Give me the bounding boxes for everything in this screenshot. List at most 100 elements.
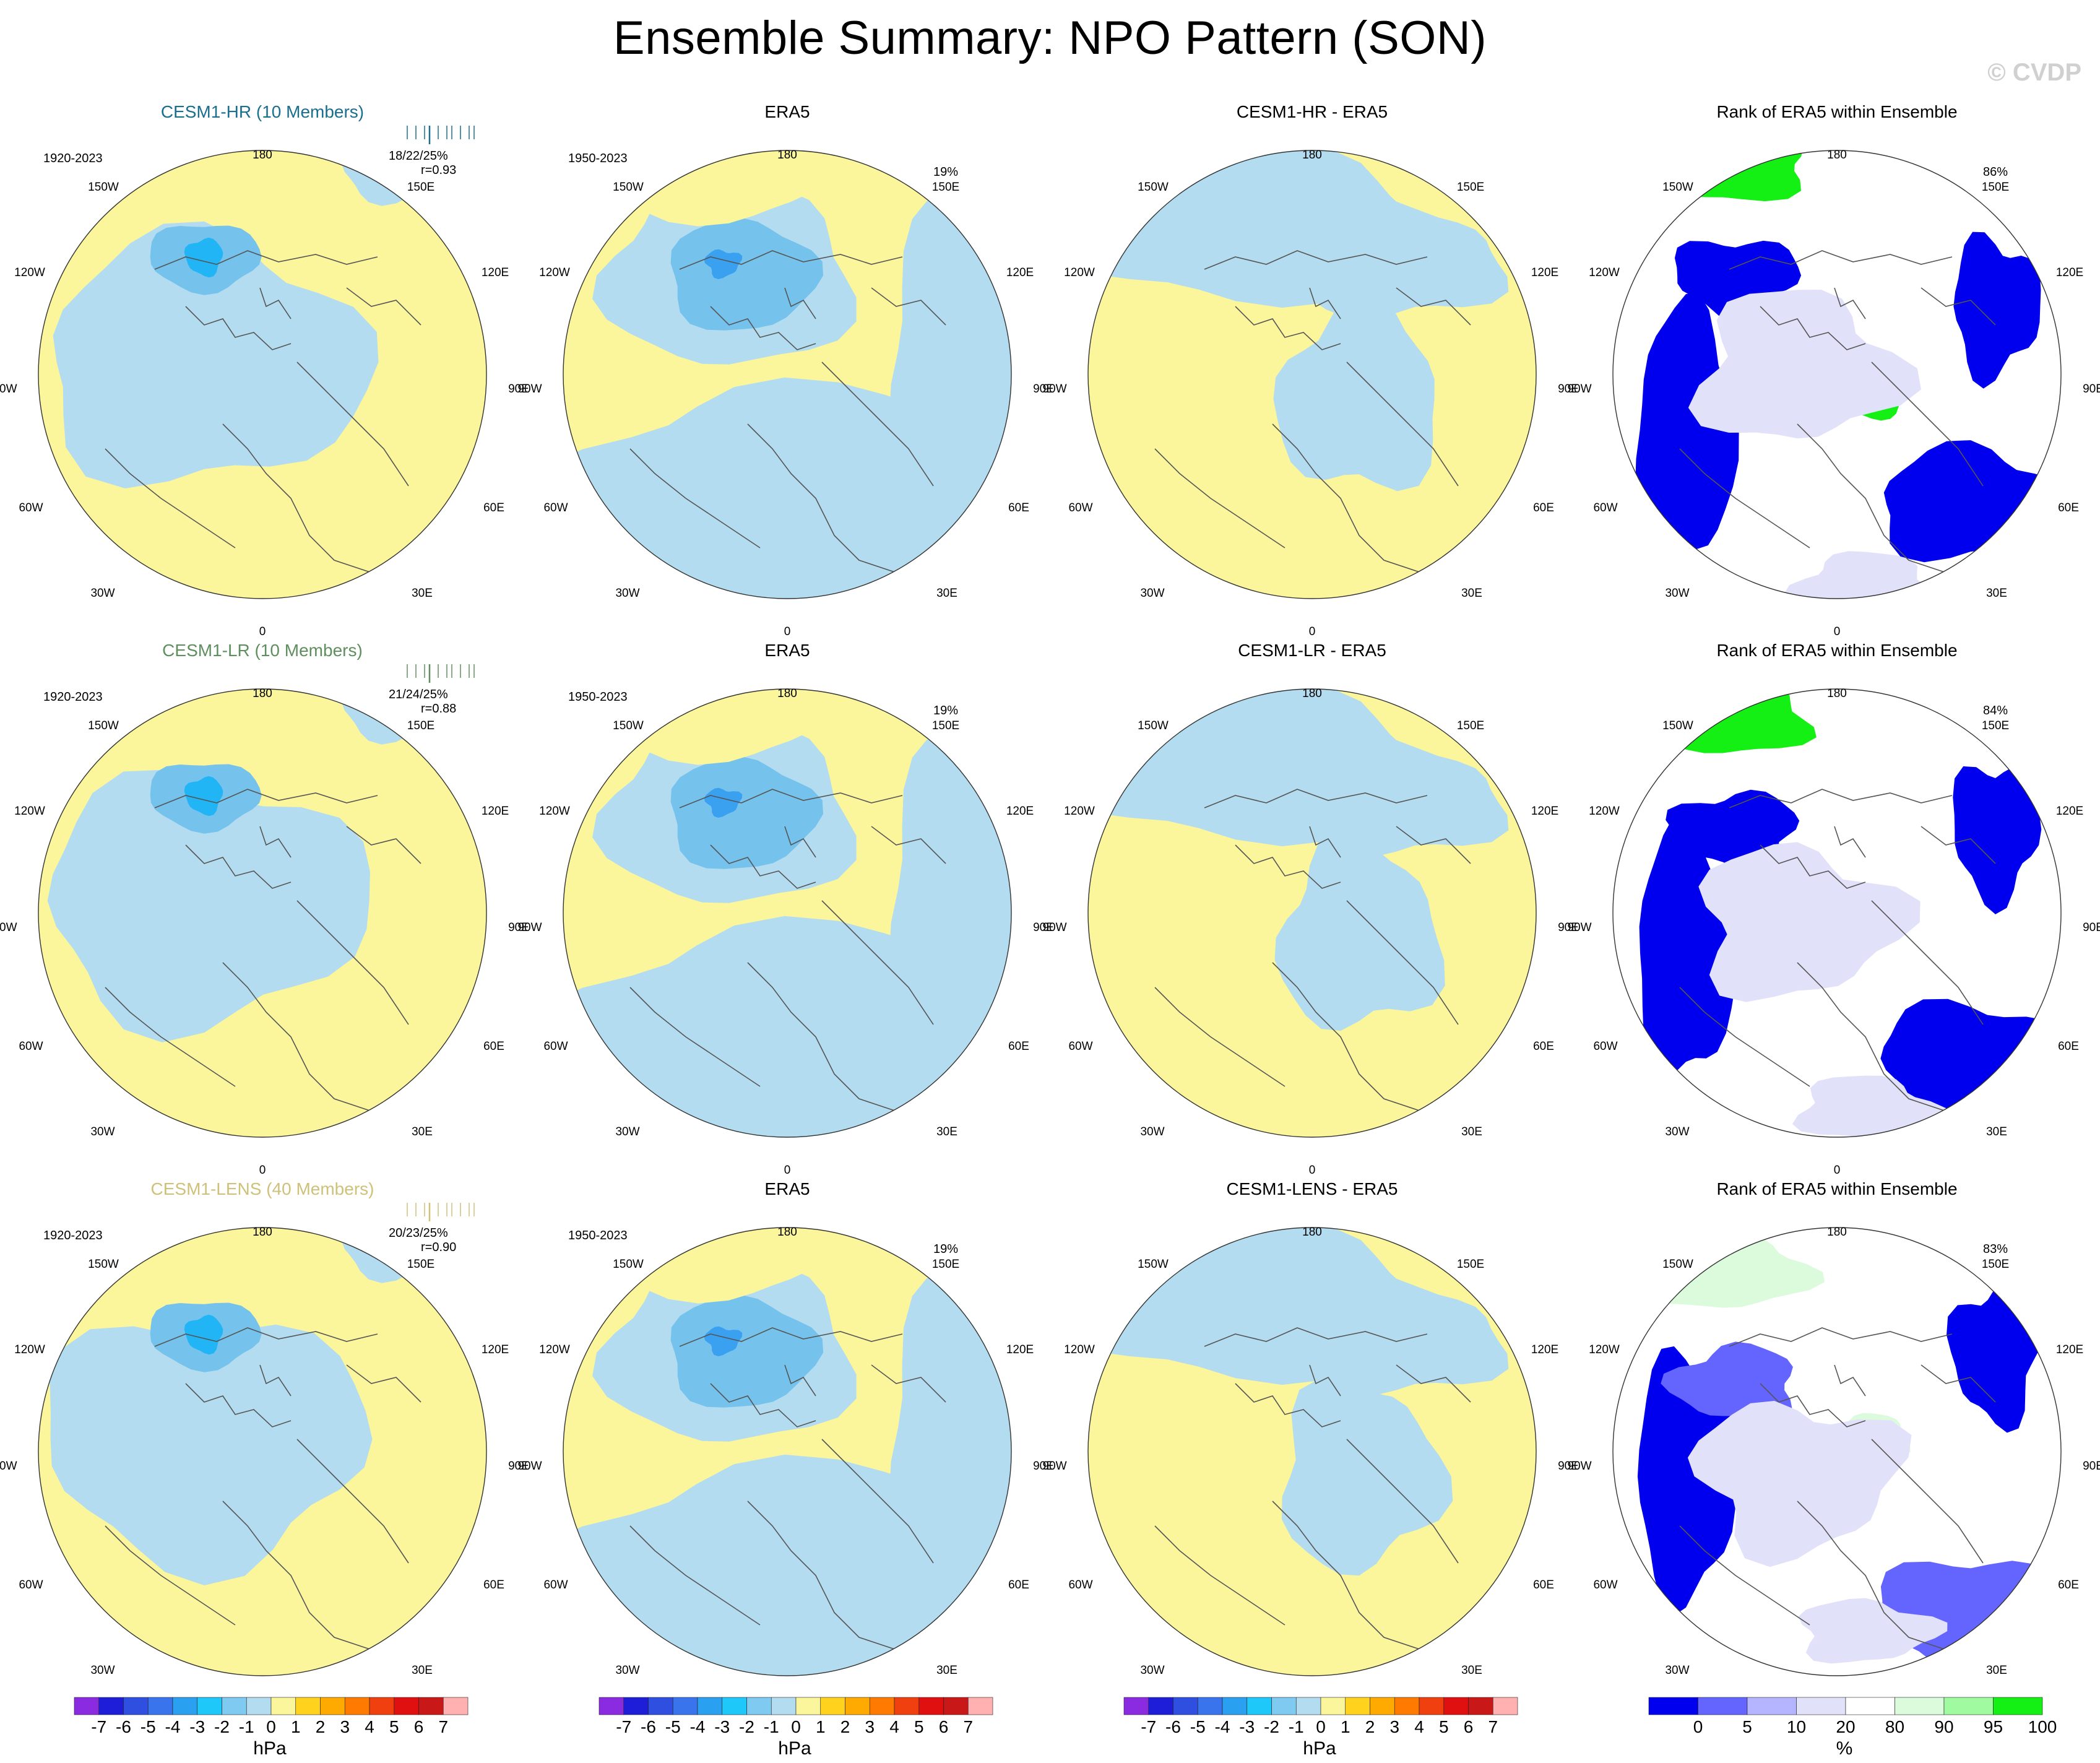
colorbar-obs-tick-label: -4 xyxy=(689,1717,706,1736)
colorbar-obs-swatch-10 xyxy=(845,1697,870,1715)
colorbar-obs-tick-label: -3 xyxy=(714,1717,730,1736)
coastline-4 xyxy=(1871,362,1984,487)
polar-map xyxy=(1612,688,2062,1138)
map-field xyxy=(1088,1228,1536,1676)
rank-region-3 xyxy=(1674,240,1802,322)
polar-map xyxy=(38,1227,487,1676)
negative-anomaly-center xyxy=(184,776,223,817)
coastline-1 xyxy=(1760,1383,1866,1427)
longitude-label-l120: 120W xyxy=(539,805,570,818)
coastline-0 xyxy=(679,789,903,808)
coastline-5 xyxy=(784,826,816,858)
colorbar-model-swatch-9 xyxy=(295,1697,321,1715)
colorbar-model-tick-label: -2 xyxy=(214,1717,230,1736)
longitude-label-r90: 90E xyxy=(508,383,529,396)
colorbar-model-tick-label: 0 xyxy=(266,1717,276,1736)
coastline-4 xyxy=(821,1439,934,1564)
longitude-label-top: 180 xyxy=(777,1226,797,1239)
longitude-label-l30: 30W xyxy=(1665,1125,1690,1138)
rank-region-5 xyxy=(1623,689,1817,753)
colorbar-model-units: hPa xyxy=(253,1738,287,1759)
coastline-1 xyxy=(1235,306,1341,350)
colorbar-rank-swatch-1 xyxy=(1698,1697,1748,1715)
colorbar-model-tick-label: 1 xyxy=(290,1717,301,1736)
colorbar-diff-tick-label: -6 xyxy=(1165,1717,1181,1736)
coastline-5 xyxy=(1309,826,1341,858)
coastline-2 xyxy=(222,962,372,1112)
colorbar-diff-units: hPa xyxy=(1303,1738,1336,1759)
coastline-0 xyxy=(679,250,903,270)
longitude-label-bottom: 0 xyxy=(259,625,266,638)
map-field xyxy=(1088,689,1536,1137)
coastline-2 xyxy=(747,962,897,1112)
longitude-label-r120: 120E xyxy=(1006,266,1034,279)
longitude-label-r90: 90E xyxy=(2083,921,2100,934)
longitude-label-bottom: 0 xyxy=(259,1164,266,1177)
coastline-4 xyxy=(1346,1439,1459,1564)
longitude-label-r30: 30E xyxy=(1461,1664,1482,1677)
longitude-label-l30: 30W xyxy=(90,587,115,600)
longitude-label-l30: 30W xyxy=(1665,587,1690,600)
panel-title: ERA5 xyxy=(764,641,810,660)
colorbar-rank-swatch-4 xyxy=(1845,1697,1895,1715)
colorbar-diff-tick-label: 0 xyxy=(1316,1717,1326,1736)
longitude-label-l60: 60W xyxy=(1068,501,1093,514)
coastline-4 xyxy=(1871,1439,1984,1564)
colorbar-rank-tick-label: 100 xyxy=(2028,1717,2057,1736)
negative-anomaly-region xyxy=(53,221,379,488)
longitude-label-r30: 30E xyxy=(936,587,957,600)
colorbar-rank-tick-label: 5 xyxy=(1742,1717,1752,1736)
longitude-label-top: 180 xyxy=(1302,687,1322,700)
longitude-label-l120: 120W xyxy=(1064,1343,1095,1356)
pattern-correlation: r=0.93 xyxy=(421,163,457,177)
colorbar-obs-swatch-7 xyxy=(771,1697,797,1715)
polar-map xyxy=(1612,1227,2062,1676)
map-boundary xyxy=(38,1227,487,1676)
polar-map xyxy=(38,688,487,1138)
colorbar-rank-tick-label: 80 xyxy=(1885,1717,1905,1736)
longitude-label-l30: 30W xyxy=(90,1664,115,1677)
panel-title: CESM1-LENS - ERA5 xyxy=(1226,1179,1398,1198)
rank-region-0 xyxy=(1635,292,1739,549)
longitude-label-l60: 60W xyxy=(1593,1579,1618,1592)
coastline-1 xyxy=(710,1383,816,1427)
longitude-label-r60: 60E xyxy=(1008,501,1029,514)
colorbar-diff-swatch-6 xyxy=(1271,1697,1297,1715)
longitude-label-r150: 150E xyxy=(1456,719,1485,732)
map-field xyxy=(1613,1228,2061,1676)
longitude-label-l150: 150W xyxy=(1138,181,1169,194)
colorbar-diff-swatch-9 xyxy=(1345,1697,1370,1715)
longitude-label-l90: 90W xyxy=(0,921,17,934)
coastline-0 xyxy=(154,1327,378,1347)
coastline-5 xyxy=(784,1364,816,1397)
negative-anomaly-region xyxy=(50,1324,373,1585)
longitude-label-l60: 60W xyxy=(543,501,568,514)
period-label: 1950-2023 xyxy=(568,152,628,165)
polar-map xyxy=(1087,1227,1537,1676)
colorbar-diff-tick-label: 3 xyxy=(1389,1717,1400,1736)
colorbar-obs-tick-label: -5 xyxy=(665,1717,681,1736)
period-label: 1950-2023 xyxy=(568,690,628,704)
colorbar-diff-swatch-4 xyxy=(1222,1697,1248,1715)
colorbar-obs xyxy=(598,1697,993,1715)
longitude-label-l120: 120W xyxy=(539,1343,570,1356)
longitude-label-r150: 150E xyxy=(1981,181,2010,194)
colorbar-rank-tick-label: 0 xyxy=(1693,1717,1703,1736)
panel-title: Rank of ERA5 within Ensemble xyxy=(1716,1179,1958,1198)
coastline-4 xyxy=(821,900,934,1025)
rank-region-5 xyxy=(1621,150,1804,202)
longitude-label-r150: 150E xyxy=(1456,181,1485,194)
map-boundary xyxy=(1087,688,1537,1138)
longitude-label-r60: 60E xyxy=(483,501,504,514)
colorbar-obs-swatch-13 xyxy=(918,1697,944,1715)
longitude-label-r30: 30E xyxy=(1461,587,1482,600)
coastline-2 xyxy=(747,423,897,573)
colorbar-model-swatch-14 xyxy=(418,1697,444,1715)
longitude-label-r90: 90E xyxy=(1033,921,1054,934)
longitude-label-l90: 90W xyxy=(517,921,542,934)
pattern-percent: 19% xyxy=(933,165,959,179)
longitude-label-l30: 30W xyxy=(90,1125,115,1138)
coastline-6 xyxy=(1921,1364,1996,1403)
panel-rank-row-2: Rank of ERA5 within Ensemble 180 0 150W 150E… xyxy=(1567,641,2100,1179)
longitude-label-l90: 90W xyxy=(1042,383,1067,396)
